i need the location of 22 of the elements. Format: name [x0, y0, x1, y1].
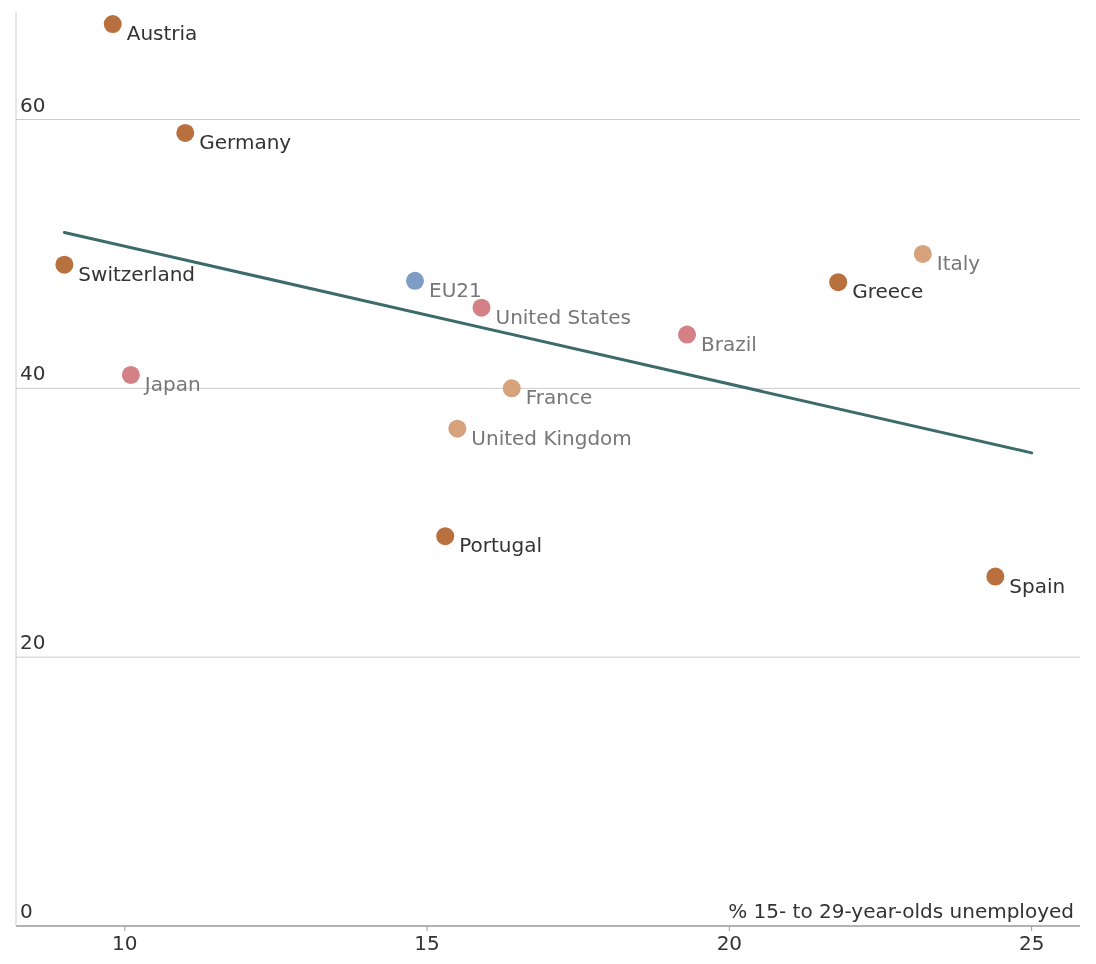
annotation: Italy — [936, 250, 981, 275]
x-tick-label: 10 — [112, 931, 138, 955]
annotation: Japan — [142, 371, 201, 396]
y-tick-label: 0 — [20, 899, 33, 923]
annotation: Spain — [1009, 573, 1066, 598]
y-tick-label: 40 — [20, 361, 46, 386]
annotation: Greece — [852, 279, 924, 304]
annotation: United Kingdom — [471, 425, 632, 450]
annotation: Germany — [199, 129, 292, 154]
annotation: United States — [495, 304, 631, 329]
x-tick-label: 15 — [414, 931, 440, 955]
annotation: Austria — [126, 21, 198, 46]
y-tick-label: 60 — [20, 92, 46, 117]
annotation: Portugal — [459, 533, 543, 558]
x-axis-title: % 15- to 29-year-olds unemployed — [728, 899, 1074, 923]
x-tick-label: 25 — [1018, 931, 1045, 955]
x-tick-label: 20 — [716, 931, 743, 955]
y-tick-label: 20 — [20, 630, 46, 655]
annotation: EU21 — [429, 277, 482, 302]
annotation: France — [525, 385, 593, 410]
annotation: Switzerland — [78, 261, 196, 286]
annotation: Brazil — [701, 331, 757, 356]
